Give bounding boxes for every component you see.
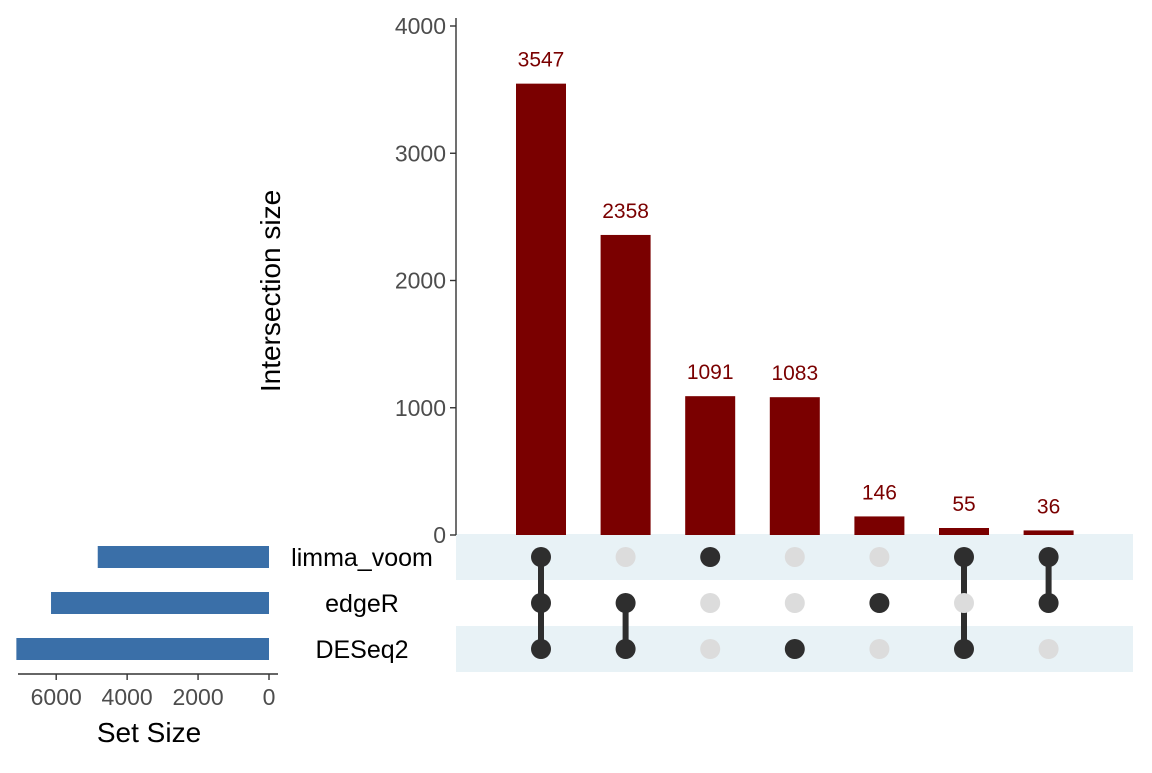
set-name-DESeq2: DESeq2 xyxy=(315,636,408,664)
set-name-labels: limma_voom edgeR DESeq2 xyxy=(291,544,433,664)
matrix-dot-1-limma_voom xyxy=(531,547,551,567)
matrix-dot-5-limma_voom xyxy=(869,547,890,567)
y-tick-label-1000: 1000 xyxy=(395,395,446,421)
matrix-dot-4-edgeR xyxy=(784,593,805,613)
matrix-dot-6-DESeq2 xyxy=(954,639,974,659)
matrix-dot-2-edgeR xyxy=(615,593,636,613)
matrix-dot-1-DESeq2 xyxy=(531,639,551,659)
set-size-tick-label-6000: 6000 xyxy=(31,684,82,710)
intersection-bar-6 xyxy=(939,528,989,535)
intersection-bar-label-1: 3547 xyxy=(518,49,565,72)
set-size-axis-title: Set Size xyxy=(97,717,201,748)
set-size-bar-DESeq2 xyxy=(16,638,269,660)
matrix-dot-6-limma_voom xyxy=(954,547,974,567)
intersection-bar-4 xyxy=(769,397,820,535)
set-size-bar-edgeR xyxy=(51,592,269,614)
matrix-dot-7-DESeq2 xyxy=(1038,639,1059,659)
intersection-bar-3 xyxy=(685,396,736,535)
matrix-dot-3-DESeq2 xyxy=(700,639,721,659)
intersection-bar-label-6: 55 xyxy=(952,493,975,516)
matrix-dot-7-edgeR xyxy=(1038,593,1059,613)
matrix-dot-5-edgeR xyxy=(869,593,890,613)
intersection-bars xyxy=(516,83,1074,535)
matrix-dot-7-limma_voom xyxy=(1038,547,1059,567)
matrix-dot-1-edgeR xyxy=(531,593,551,613)
intersection-bar-label-3: 1091 xyxy=(687,361,734,384)
set-size-tick-label-0: 0 xyxy=(263,684,276,710)
intersection-bar-label-7: 36 xyxy=(1037,495,1060,518)
matrix-dot-3-limma_voom xyxy=(700,547,721,567)
matrix-dot-5-DESeq2 xyxy=(869,639,890,659)
y-tick-label-4000: 4000 xyxy=(395,13,446,39)
y-axis-title: Intersection size xyxy=(255,190,286,392)
set-size-bar-limma_voom xyxy=(97,546,269,568)
intersection-bar-2 xyxy=(600,234,651,535)
intersection-matrix xyxy=(531,547,1059,659)
intersection-bar-labels: 3547 2358 1091 1083 146 55 36 xyxy=(518,49,1061,519)
intersection-bar-label-4: 1083 xyxy=(771,362,818,385)
intersection-bar-5 xyxy=(854,516,905,535)
set-size-x-axis: 6000 4000 2000 0 xyxy=(18,673,278,710)
intersection-bar-1 xyxy=(516,83,566,535)
intersection-bar-7 xyxy=(1023,530,1074,535)
matrix-dot-4-limma_voom xyxy=(784,547,805,567)
set-size-tick-label-2000: 2000 xyxy=(172,684,223,710)
matrix-dot-4-DESeq2 xyxy=(784,639,805,659)
y-tick-label-0: 0 xyxy=(433,522,446,548)
y-tick-label-3000: 3000 xyxy=(395,140,446,166)
set-name-edgeR: edgeR xyxy=(325,590,399,618)
set-name-limma_voom: limma_voom xyxy=(291,544,433,572)
matrix-dot-3-edgeR xyxy=(700,593,721,613)
y-tick-label-2000: 2000 xyxy=(395,268,446,294)
matrix-dot-2-limma_voom xyxy=(615,547,636,567)
intersection-y-axis: 0 1000 2000 3000 4000 xyxy=(395,13,457,548)
intersection-bar-label-5: 146 xyxy=(862,481,897,504)
matrix-dot-2-DESeq2 xyxy=(615,639,636,659)
set-size-tick-label-4000: 4000 xyxy=(102,684,153,710)
matrix-dot-6-edgeR xyxy=(954,593,974,613)
intersection-bar-label-2: 2358 xyxy=(602,200,649,223)
set-size-bars xyxy=(16,546,269,660)
